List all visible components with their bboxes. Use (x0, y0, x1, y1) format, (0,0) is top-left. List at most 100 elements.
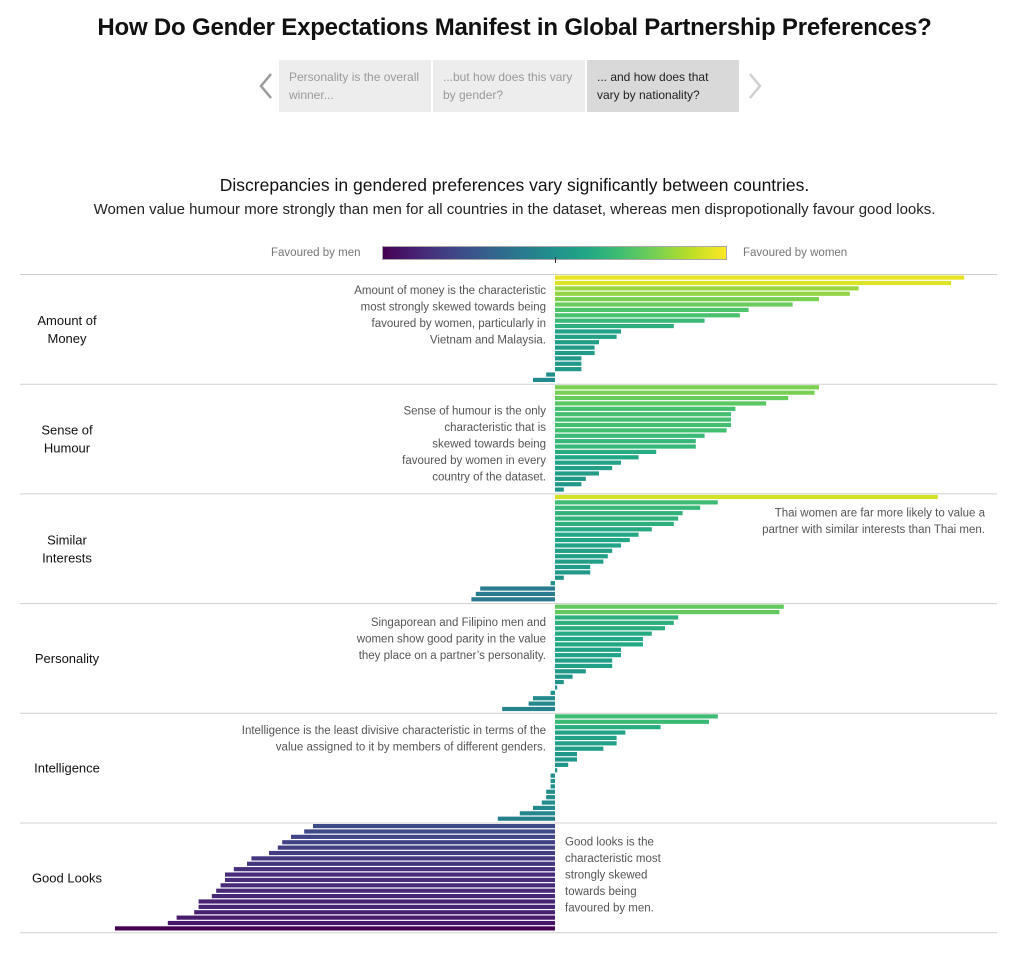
bar[interactable] (555, 559, 604, 564)
bar[interactable] (555, 604, 784, 609)
bar[interactable] (115, 926, 555, 931)
bar[interactable] (555, 669, 586, 674)
bar[interactable] (555, 323, 674, 329)
bar[interactable] (198, 899, 555, 904)
bar[interactable] (555, 658, 613, 663)
bar[interactable] (555, 412, 731, 417)
bar[interactable] (555, 280, 951, 286)
bar[interactable] (546, 795, 555, 800)
story-next-button[interactable] (741, 60, 768, 112)
bar[interactable] (555, 455, 639, 460)
bar[interactable] (225, 872, 555, 877)
bar[interactable] (555, 527, 652, 532)
bar[interactable] (555, 313, 740, 318)
bar[interactable] (555, 406, 736, 411)
bar[interactable] (550, 581, 555, 586)
bar[interactable] (555, 401, 767, 406)
bar[interactable] (555, 746, 604, 751)
bar[interactable] (555, 433, 705, 438)
bar[interactable] (555, 679, 564, 685)
story-point-1[interactable]: Personality is the overall winner... (279, 60, 431, 112)
story-point-2[interactable]: ...but how does this vary by gender? (433, 60, 585, 112)
bar[interactable] (555, 762, 569, 767)
bar[interactable] (502, 706, 555, 712)
story-point-3[interactable]: ... and how does that vary by nationalit… (587, 60, 739, 112)
bar[interactable] (555, 291, 850, 296)
story-prev-button[interactable] (252, 60, 279, 112)
bar[interactable] (555, 385, 819, 390)
bar[interactable] (555, 663, 613, 669)
bar[interactable] (555, 494, 938, 500)
bar[interactable] (555, 564, 591, 570)
bar[interactable] (555, 356, 582, 361)
bar[interactable] (550, 690, 555, 695)
bar[interactable] (555, 350, 595, 356)
bar[interactable] (555, 516, 679, 521)
bar[interactable] (555, 487, 564, 492)
bar[interactable] (555, 548, 613, 553)
bar[interactable] (555, 631, 652, 636)
bar[interactable] (475, 591, 555, 597)
bar[interactable] (555, 521, 674, 527)
bar[interactable] (555, 340, 599, 345)
bar[interactable] (550, 784, 555, 789)
bar[interactable] (313, 824, 555, 829)
bar[interactable] (555, 757, 577, 762)
bar[interactable] (555, 297, 819, 302)
bar[interactable] (277, 845, 555, 850)
bar[interactable] (555, 318, 705, 323)
bar[interactable] (533, 377, 555, 382)
bar[interactable] (555, 482, 582, 487)
bar[interactable] (550, 773, 555, 778)
bar[interactable] (555, 395, 789, 401)
bar[interactable] (555, 361, 582, 366)
bar[interactable] (555, 735, 617, 741)
bar[interactable] (555, 554, 608, 559)
bar[interactable] (291, 834, 555, 839)
bar[interactable] (555, 575, 564, 580)
bar[interactable] (233, 867, 556, 872)
bar[interactable] (304, 829, 555, 834)
bar[interactable] (555, 751, 577, 757)
bar[interactable] (519, 811, 555, 816)
bar[interactable] (555, 505, 701, 510)
bar[interactable] (555, 476, 586, 481)
bar[interactable] (555, 636, 643, 642)
bar[interactable] (555, 439, 696, 444)
bar[interactable] (167, 920, 556, 926)
bar[interactable] (555, 714, 718, 719)
bar[interactable] (198, 904, 555, 909)
bar[interactable] (555, 329, 621, 334)
bar[interactable] (269, 850, 555, 856)
bar[interactable] (555, 615, 679, 620)
bar[interactable] (555, 570, 591, 575)
bar[interactable] (555, 730, 626, 735)
bar[interactable] (176, 915, 555, 920)
bar[interactable] (282, 840, 555, 845)
bar[interactable] (555, 741, 617, 746)
bar[interactable] (225, 877, 555, 883)
bar[interactable] (555, 543, 621, 548)
bar[interactable] (247, 861, 555, 866)
bar[interactable] (550, 778, 555, 784)
bar[interactable] (555, 428, 727, 433)
bar[interactable] (555, 768, 558, 773)
bar[interactable] (555, 275, 965, 280)
bar[interactable] (555, 500, 718, 505)
bar[interactable] (216, 888, 555, 893)
bar[interactable] (555, 334, 617, 339)
bar[interactable] (533, 805, 555, 811)
bar[interactable] (555, 620, 674, 625)
bar[interactable] (555, 345, 595, 350)
bar[interactable] (528, 701, 555, 706)
bar[interactable] (555, 417, 731, 422)
bar[interactable] (555, 390, 815, 395)
bar[interactable] (546, 372, 555, 377)
bar[interactable] (555, 307, 749, 312)
bar[interactable] (541, 800, 555, 805)
bar[interactable] (194, 910, 555, 915)
bar[interactable] (220, 883, 555, 888)
bar[interactable] (533, 696, 555, 701)
bar[interactable] (555, 685, 558, 690)
bar[interactable] (555, 642, 643, 647)
